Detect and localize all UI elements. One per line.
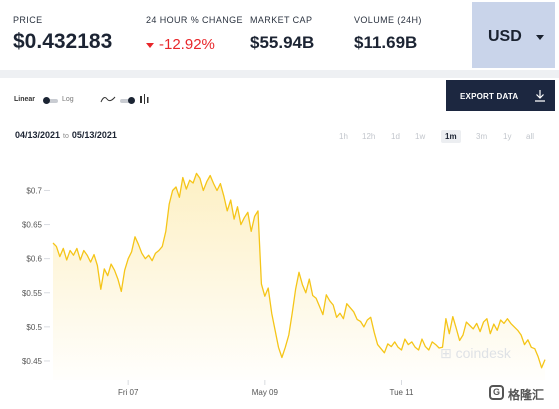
date-range[interactable]: 04/13/2021 to 05/13/2021 [15,130,117,140]
change-label: 24 HOUR % CHANGE [146,15,243,25]
volume-value: $11.69B [354,33,418,52]
period-1d[interactable]: 1d [391,132,400,141]
brand-text: 格隆汇 [508,388,545,402]
y-tick-label: $0.6 [26,255,42,264]
market-cap-label: MARKET CAP [250,15,313,25]
period-1h[interactable]: 1h [339,132,348,141]
export-data-button[interactable]: EXPORT DATA [446,80,555,111]
change-value-text: -12.92% [159,36,215,53]
coindesk-watermark: ⊞ coindesk [440,345,511,361]
period-1m[interactable]: 1m [441,130,461,143]
line-chart-icon[interactable] [100,95,116,104]
chevron-down-icon [536,35,544,40]
log-label[interactable]: Log [62,96,74,103]
y-tick-label: $0.65 [22,221,43,230]
down-arrow-icon [146,42,154,48]
period-all[interactable]: all [526,132,535,141]
brand-logo-icon: G [489,385,504,400]
price-label: PRICE [13,15,43,25]
y-tick-label: $0.55 [22,289,43,298]
date-from: 04/13/2021 [15,130,61,140]
x-tick-label: Tue 11 [389,388,414,397]
brand-badge: G 格隆汇 [485,380,557,406]
export-data-label: EXPORT DATA [460,92,519,101]
toggle-knob [43,97,50,104]
candlestick-icon[interactable] [139,94,149,105]
y-tick-label: $0.45 [22,357,43,366]
date-to-label: to [63,133,69,140]
scale-toggle-switch[interactable] [43,97,58,104]
price-chart[interactable]: $0.45 $0.5 $0.55 $0.6 $0.65 $0.7 Fri 07 May 09 T… [0,160,559,409]
x-tick-label: Fri 07 [118,388,139,397]
price-line [52,172,546,369]
currency-value: USD [488,28,522,45]
chart-type-toggle-switch[interactable] [120,97,135,104]
period-12h[interactable]: 12h [362,132,376,141]
watermark-text: coindesk [455,345,511,361]
period-3m[interactable]: 3m [476,132,488,141]
period-1y[interactable]: 1y [503,132,512,141]
y-tick-label: $0.5 [26,323,42,332]
change-value: -12.92% [146,36,215,53]
linear-label[interactable]: Linear [14,96,36,103]
download-icon [535,90,545,102]
price-value: $0.432183 [13,30,113,53]
currency-select[interactable]: USD [472,2,555,68]
market-cap-value: $55.94B [250,33,315,52]
y-tick-label: $0.7 [26,186,42,195]
period-1w[interactable]: 1w [415,132,426,141]
date-to: 05/13/2021 [71,130,117,140]
stats-bar: PRICE $0.432183 24 HOUR % CHANGE -12.92%… [0,0,559,70]
x-tick-label: May 09 [252,388,279,397]
price-area [53,173,545,380]
toggle-knob [128,97,135,104]
volume-label: VOLUME (24H) [354,15,422,25]
